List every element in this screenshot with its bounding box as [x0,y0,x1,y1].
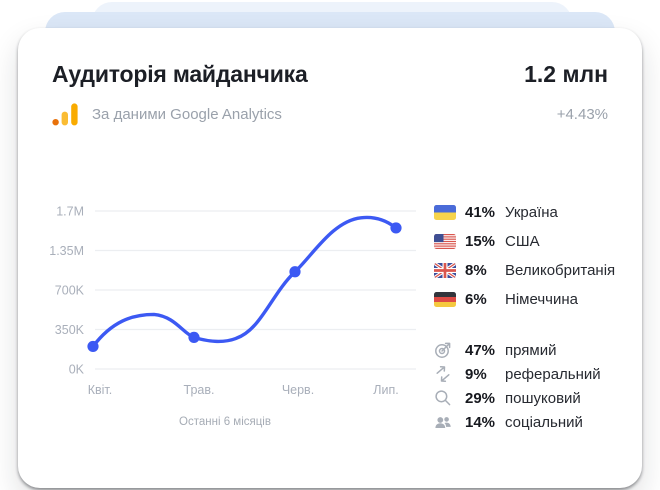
svg-text:Лип.: Лип. [373,383,398,397]
country-percent: 41% [465,203,496,221]
audience-card: Аудиторія майданчика 1.2 млн За даними G… [18,28,642,488]
svg-text:0K: 0K [69,362,85,376]
card-subheader: За даними Google Analytics +4.43% [18,88,642,126]
source-name: соціальний [505,413,583,431]
svg-text:Трав.: Трав. [184,383,215,397]
usa-flag-icon [434,233,456,249]
svg-text:Квіт.: Квіт. [88,383,113,397]
country-name: США [505,232,540,250]
data-source-caption: За даними Google Analytics [92,106,282,123]
source-name: пошуковий [505,389,581,407]
source-percent: 9% [465,365,487,383]
source-percent: 47% [465,341,496,359]
country-percent: 15% [465,232,496,250]
chart-period-caption: Останні 6 місяців [179,416,271,428]
svg-text:1.7M: 1.7M [56,204,84,218]
ukraine-flag-icon [434,204,456,220]
country-name: Німеччина [505,290,578,308]
source-row-search: 29% пошуковий [434,389,601,407]
audience-total-value: 1.2 млн [524,61,608,87]
country-row-uk: 8% Великобританія [434,261,616,279]
svg-text:1.35M: 1.35M [49,244,84,258]
growth-value: +4.43% [556,106,608,123]
google-analytics-icon [52,103,80,126]
country-percent: 6% [465,290,487,308]
svg-text:700K: 700K [55,283,85,297]
source-row-social: 14% соціальний [434,413,601,431]
referral-arrows-icon [434,365,456,383]
uk-flag-icon [434,262,456,278]
source-name: прямий [505,341,557,359]
source-row-direct: 47% прямий [434,341,601,359]
source-name: реферальний [505,365,601,383]
people-icon [434,413,456,431]
card-title: Аудиторія майданчика [52,61,308,87]
country-row-germany: 6% Німеччина [434,290,615,308]
country-name: Великобританія [505,261,616,279]
country-name: Україна [505,203,558,221]
svg-text:Черв.: Черв. [282,383,314,397]
germany-flag-icon [434,291,456,307]
source-row-referral: 9% реферальний [434,365,601,383]
country-percent: 8% [465,261,487,279]
country-row-ukraine: 41% Україна [434,203,615,221]
source-percent: 29% [465,389,496,407]
search-icon [434,389,456,407]
svg-text:350K: 350K [55,323,85,337]
source-percent: 14% [465,413,496,431]
target-icon [434,341,456,359]
traffic-sources-list: 47% прямий 9% реферальний [434,341,601,431]
country-row-usa: 15% США [434,232,615,250]
card-header: Аудиторія майданчика 1.2 млн [18,28,642,88]
countries-list: 41% Україна 15% США 8% Великобританія [434,203,616,308]
